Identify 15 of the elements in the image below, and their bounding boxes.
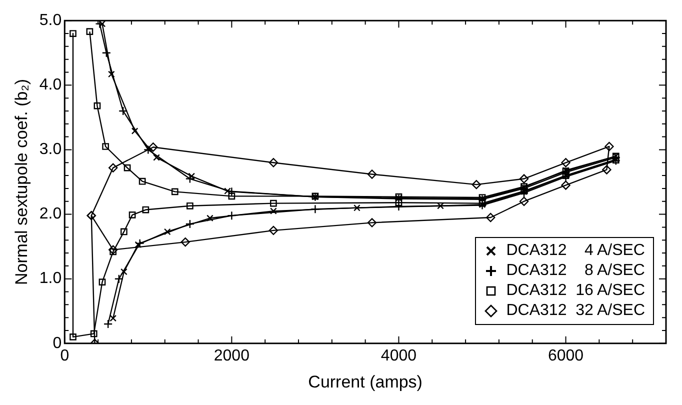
y-tick-label: 5.0 <box>39 12 62 30</box>
y-tick-label: 0 <box>52 334 62 352</box>
y-tick-label: 3.0 <box>39 141 62 158</box>
legend-label: DCA312 4 A/SEC <box>506 241 645 261</box>
x-axis-title: Current (amps) <box>308 372 422 392</box>
legend-label: DCA312 8 A/SEC <box>506 261 645 281</box>
x-tick-label: 6000 <box>548 347 584 364</box>
x-tick-label: 2000 <box>214 347 250 364</box>
x-tick-label: 4000 <box>380 347 417 364</box>
y-tick-label: 2.0 <box>39 206 62 223</box>
legend-label: DCA312 16 A/SEC <box>506 281 645 301</box>
y-tick-label: 1.0 <box>39 270 62 288</box>
y-axis-title: Normal sextupole coef. (b₂) <box>12 79 31 285</box>
legend-label: DCA312 32 A/SEC <box>506 301 645 321</box>
y-tick-label: 4.0 <box>39 76 62 94</box>
